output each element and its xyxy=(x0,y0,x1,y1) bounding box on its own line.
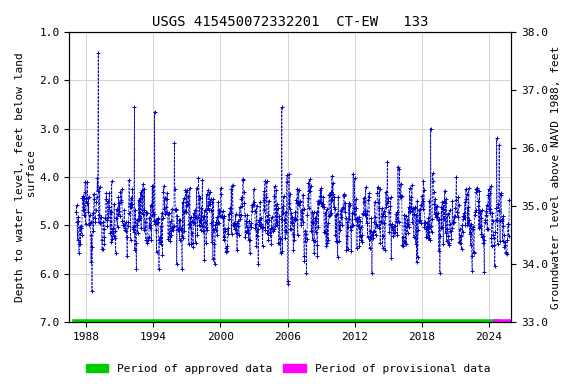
Legend: Period of approved data, Period of provisional data: Period of approved data, Period of provi… xyxy=(82,359,494,379)
Y-axis label: Groundwater level above NAVD 1988, feet: Groundwater level above NAVD 1988, feet xyxy=(551,45,561,309)
Y-axis label: Depth to water level, feet below land
 surface: Depth to water level, feet below land su… xyxy=(15,52,37,302)
Title: USGS 415450072332201  CT-EW   133: USGS 415450072332201 CT-EW 133 xyxy=(152,15,429,29)
